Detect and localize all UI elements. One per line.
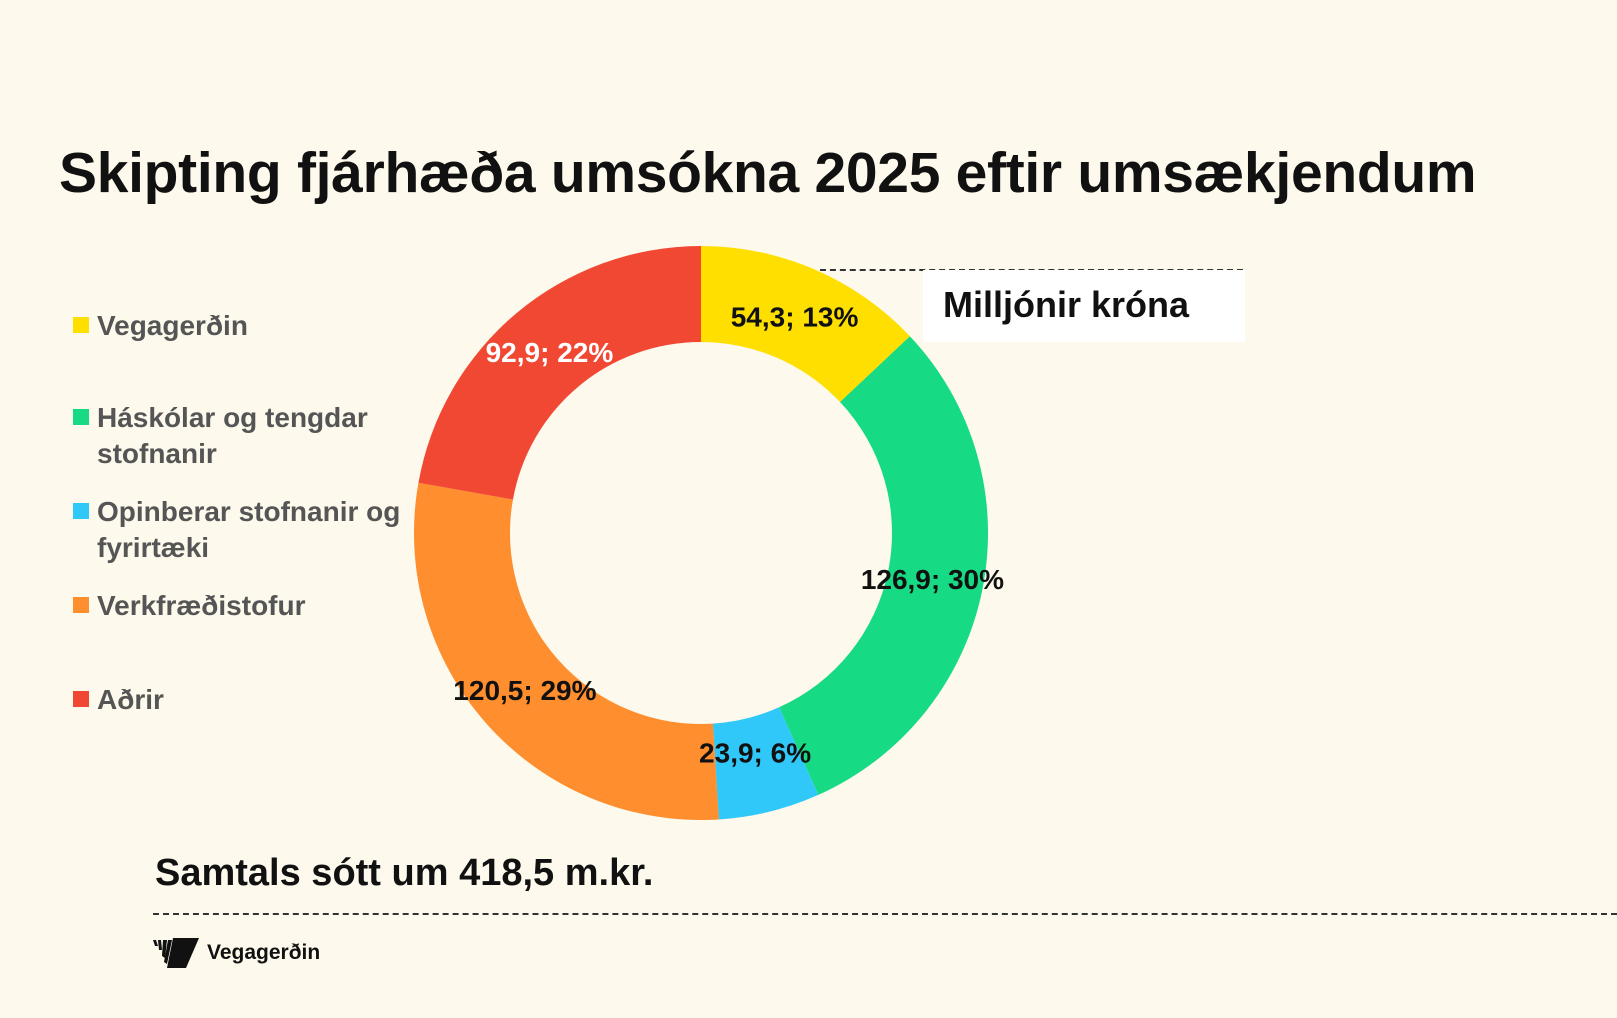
unit-label-box: Milljónir króna [923, 270, 1245, 342]
legend-swatch [73, 503, 89, 519]
data-label: 92,9; 22% [486, 337, 614, 368]
divider-bottom [153, 913, 1617, 915]
legend-label: Vegagerðin [97, 310, 248, 341]
legend-label: Háskólar og tengdar stofnanir [97, 402, 368, 469]
legend-swatch [73, 691, 89, 707]
legend-item-verkfraedistofur: Verkfræðistofur [73, 588, 413, 624]
legend-swatch [73, 409, 89, 425]
data-label: 23,9; 6% [699, 737, 811, 768]
unit-label: Milljónir króna [943, 284, 1190, 325]
donut-slice [779, 336, 989, 795]
donut-slice [413, 482, 719, 820]
legend-item-opinberar: Opinberar stofnanir og fyrirtæki [73, 494, 403, 566]
vegagerdin-logo-icon [153, 938, 199, 968]
donut-slice [712, 707, 819, 820]
total-text: Samtals sótt um 418,5 m.kr. [155, 852, 654, 894]
donut-slice [701, 246, 910, 403]
legend-item-adrir: Aðrir [73, 682, 413, 718]
legend-item-vegagerdin: Vegagerðin [73, 308, 413, 344]
logo: Vegagerðin [153, 938, 320, 968]
chart-title: Skipting fjárhæða umsókna 2025 eftir ums… [59, 141, 1477, 205]
legend-label: Verkfræðistofur [97, 590, 306, 621]
legend-swatch [73, 597, 89, 613]
legend-item-haskolar: Háskólar og tengdar stofnanir [73, 400, 413, 472]
legend-label: Opinberar stofnanir og fyrirtæki [97, 496, 401, 563]
logo-text: Vegagerðin [207, 941, 321, 964]
legend-label: Aðrir [97, 684, 164, 715]
data-label: 126,9; 30% [861, 564, 1004, 595]
donut-slice [418, 246, 701, 500]
legend-swatch [73, 317, 89, 333]
data-label: 120,5; 29% [453, 675, 596, 706]
data-label: 54,3; 13% [731, 301, 859, 332]
